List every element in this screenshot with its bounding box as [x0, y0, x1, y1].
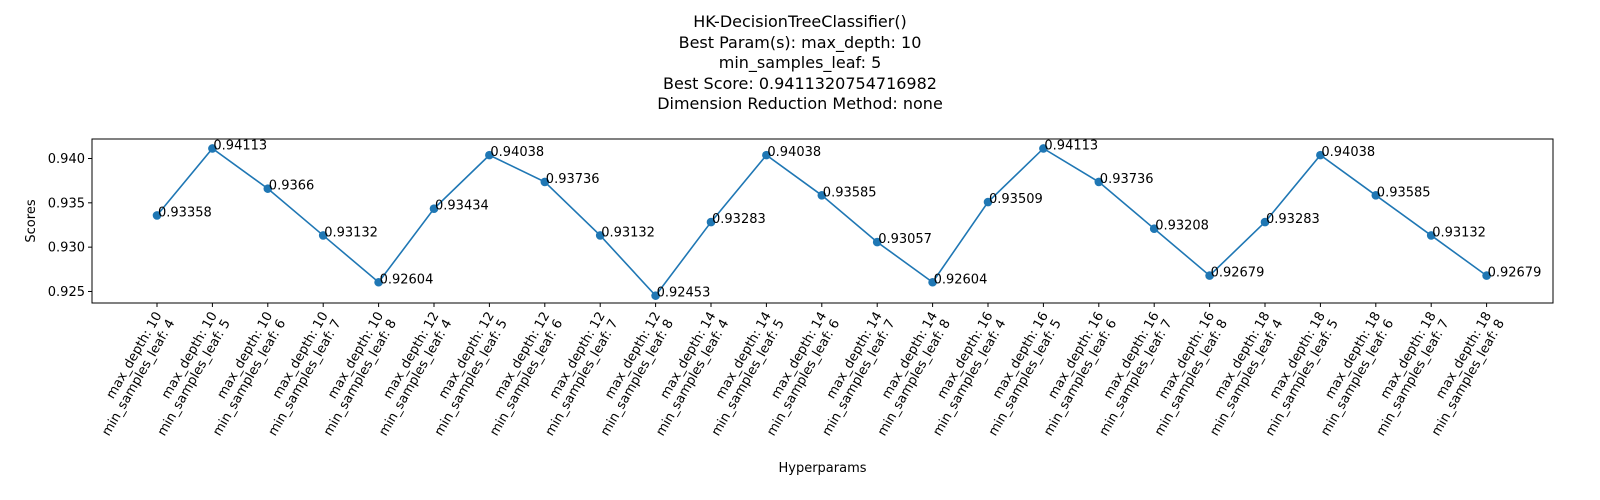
data-point — [485, 150, 494, 160]
data-label: 0.94038 — [1321, 145, 1375, 160]
data-label: 0.94113 — [213, 138, 267, 153]
data-label: 0.93509 — [989, 192, 1043, 207]
y-tick-label: 0.935 — [48, 196, 85, 211]
data-point — [1149, 224, 1159, 234]
data-label: 0.93736 — [1100, 172, 1154, 187]
y-axis-label: Scores — [24, 199, 39, 242]
title-line-2: Best Param(s): max_depth: 10 — [678, 32, 922, 52]
data-label: 0.94038 — [767, 145, 821, 160]
data-label: 0.93132 — [601, 225, 655, 240]
data-label: 0.93132 — [324, 225, 378, 240]
y-tick-label: 0.925 — [48, 285, 85, 300]
data-label: 0.92679 — [1488, 266, 1542, 281]
data-point — [762, 150, 771, 160]
data-label: 0.94038 — [490, 145, 544, 160]
data-point — [429, 204, 439, 213]
data-label: 0.93283 — [712, 212, 766, 227]
data-point — [318, 231, 328, 240]
data-point — [1094, 177, 1104, 187]
data-point — [152, 211, 162, 220]
data-point — [817, 190, 827, 200]
data-point — [263, 184, 273, 193]
data-point — [1039, 144, 1048, 153]
data-label: 0.92604 — [934, 272, 988, 287]
data-point — [928, 277, 937, 287]
data-label: 0.93736 — [546, 172, 600, 187]
data-label: 0.93585 — [1377, 185, 1431, 200]
data-point — [1371, 190, 1381, 200]
data-point — [983, 197, 993, 207]
data-point — [1205, 271, 1214, 280]
x-axis-label: Hyperparams — [778, 461, 866, 476]
data-label: 0.93283 — [1266, 212, 1320, 227]
data-label: 0.92679 — [1211, 266, 1265, 281]
data-point — [595, 231, 605, 240]
y-tick-label: 0.940 — [48, 152, 85, 167]
data-point — [540, 177, 550, 187]
plot-marks: 0.93358 0.94113 0.9366 0.93132 0.92604 0.9343… — [152, 138, 1542, 301]
data-point — [1260, 217, 1270, 227]
data-point — [872, 237, 882, 247]
data-label: 0.93585 — [823, 185, 877, 200]
data-point — [706, 217, 716, 227]
data-label: 0.93434 — [435, 199, 489, 214]
data-point — [208, 144, 217, 153]
data-label: 0.92604 — [380, 272, 434, 287]
data-label: 0.93358 — [158, 205, 212, 220]
data-point — [1316, 150, 1325, 160]
data-point — [374, 277, 383, 287]
data-label: 0.93057 — [878, 232, 932, 247]
title-line-6: Dimension Reduction Method: none — [657, 94, 943, 113]
plot-frame — [91, 138, 1554, 304]
data-point — [651, 291, 660, 300]
data-point — [1482, 271, 1491, 280]
title-line-1: HK-DecisionTreeClassifier() — [693, 12, 907, 31]
title-line-3: min_samples_leaf: 5 — [718, 53, 882, 72]
chart-title: HK-DecisionTreeClassifier() Best Param(s… — [0, 12, 1600, 115]
data-label: 0.93208 — [1155, 219, 1209, 234]
data-point — [1426, 231, 1436, 240]
data-label: 0.92453 — [657, 286, 711, 301]
data-label: 0.94113 — [1044, 138, 1098, 153]
data-label: 0.93132 — [1432, 225, 1486, 240]
title-line-5: Best Score: 0.9411320754716982 — [663, 73, 937, 93]
data-label: 0.9366 — [269, 179, 315, 194]
y-tick-label: 0.930 — [48, 241, 85, 256]
